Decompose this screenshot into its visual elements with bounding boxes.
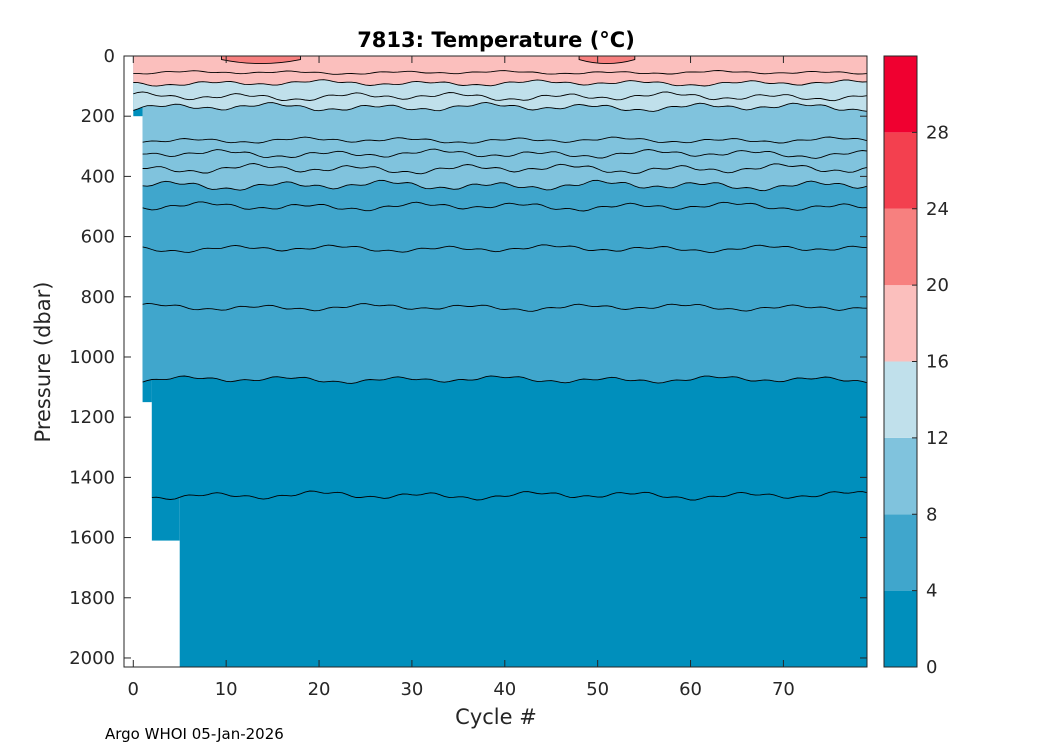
colorbar-band-28-32 [884,56,917,133]
x-tick-label-30: 30 [400,679,423,700]
colorbar-tick-label-24: 24 [926,199,949,220]
colorbar-tick-label-20: 20 [926,275,949,296]
y-tick-label-2000: 2000 [69,648,115,669]
y-axis-label: Pressure (dbar) [31,282,55,443]
isotherm-line-7 [142,201,868,212]
x-tick-label-10: 10 [215,679,238,700]
x-axis: 0 10 20 30 40 50 60 70 [128,56,795,700]
x-tick-label-50: 50 [586,679,609,700]
chart-title: 7813: Temperature (°C) [357,28,635,52]
colorbar-band-0-4 [884,590,917,667]
isotherm-line-12 [133,101,868,112]
y-tick-label-1600: 1600 [69,528,115,549]
isotherm-line-6 [142,244,867,253]
isotherm-line-3 [151,490,868,501]
y-tick-label-0: 0 [104,46,115,67]
colorbar-tick-label-0: 0 [926,657,937,678]
plot-frame [123,55,868,668]
y-tick-label-1200: 1200 [69,407,115,428]
colorbar-band-24-28 [884,132,917,209]
isotherm-line-10 [142,148,868,159]
y-tick-label-200: 200 [81,106,115,127]
isotherm-line-9 [142,163,868,175]
colorbar-band-16-20 [884,285,917,362]
credit-text: Argo WHOI 05-Jan-2026 [105,725,284,743]
colorbar-tick-label-16: 16 [926,352,949,373]
y-tick-label-1400: 1400 [69,467,115,488]
isotherm-lines [133,70,868,501]
y-tick-label-800: 800 [81,287,115,308]
y-tick-label-400: 400 [81,166,115,187]
colorbar-band-20-24 [884,208,917,286]
x-tick-label-60: 60 [679,679,702,700]
y-tick-label-1000: 1000 [69,347,115,368]
y-axis: 0 200 400 600 800 1000 1200 1400 1600 1800 2000 [69,46,867,669]
isotherm-line-11 [142,136,868,144]
colorbar [884,56,917,667]
isotherm-fill-18 [133,56,868,75]
isotherm-line-4 [142,375,868,384]
isotherm-line-18 [133,70,868,75]
x-tick-label-20: 20 [308,679,331,700]
colorbar-tick-label-12: 12 [926,428,949,449]
colorbar-tick-label-28: 28 [926,122,949,143]
x-tick-label-70: 70 [772,679,795,700]
y-tick-label-1800: 1800 [69,588,115,609]
warm-patch-20-1 [578,55,636,64]
plot-area [133,55,868,667]
y-tick-label-600: 600 [81,227,115,248]
colorbar-tick-label-8: 8 [926,504,937,525]
colorbar-tick-label-4: 4 [926,581,937,602]
x-axis-label: Cycle # [455,705,537,729]
warm-patch-20-0 [221,55,301,64]
x-tick-label-40: 40 [493,679,516,700]
colorbar-band-12-16 [884,361,917,438]
isotherm-line-16 [133,79,868,87]
isotherm-line-8 [142,179,868,192]
colorbar-band-4-8 [884,514,917,591]
colorbar-band-8-12 [884,437,917,515]
colorbar-ticks: 0 4 8 12 16 20 24 28 [912,122,949,678]
isotherm-line-5 [142,302,868,312]
isotherm-line-14 [133,91,868,102]
x-tick-label-0: 0 [128,679,139,700]
